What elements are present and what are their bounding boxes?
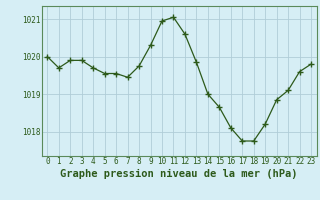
X-axis label: Graphe pression niveau de la mer (hPa): Graphe pression niveau de la mer (hPa) [60,169,298,179]
